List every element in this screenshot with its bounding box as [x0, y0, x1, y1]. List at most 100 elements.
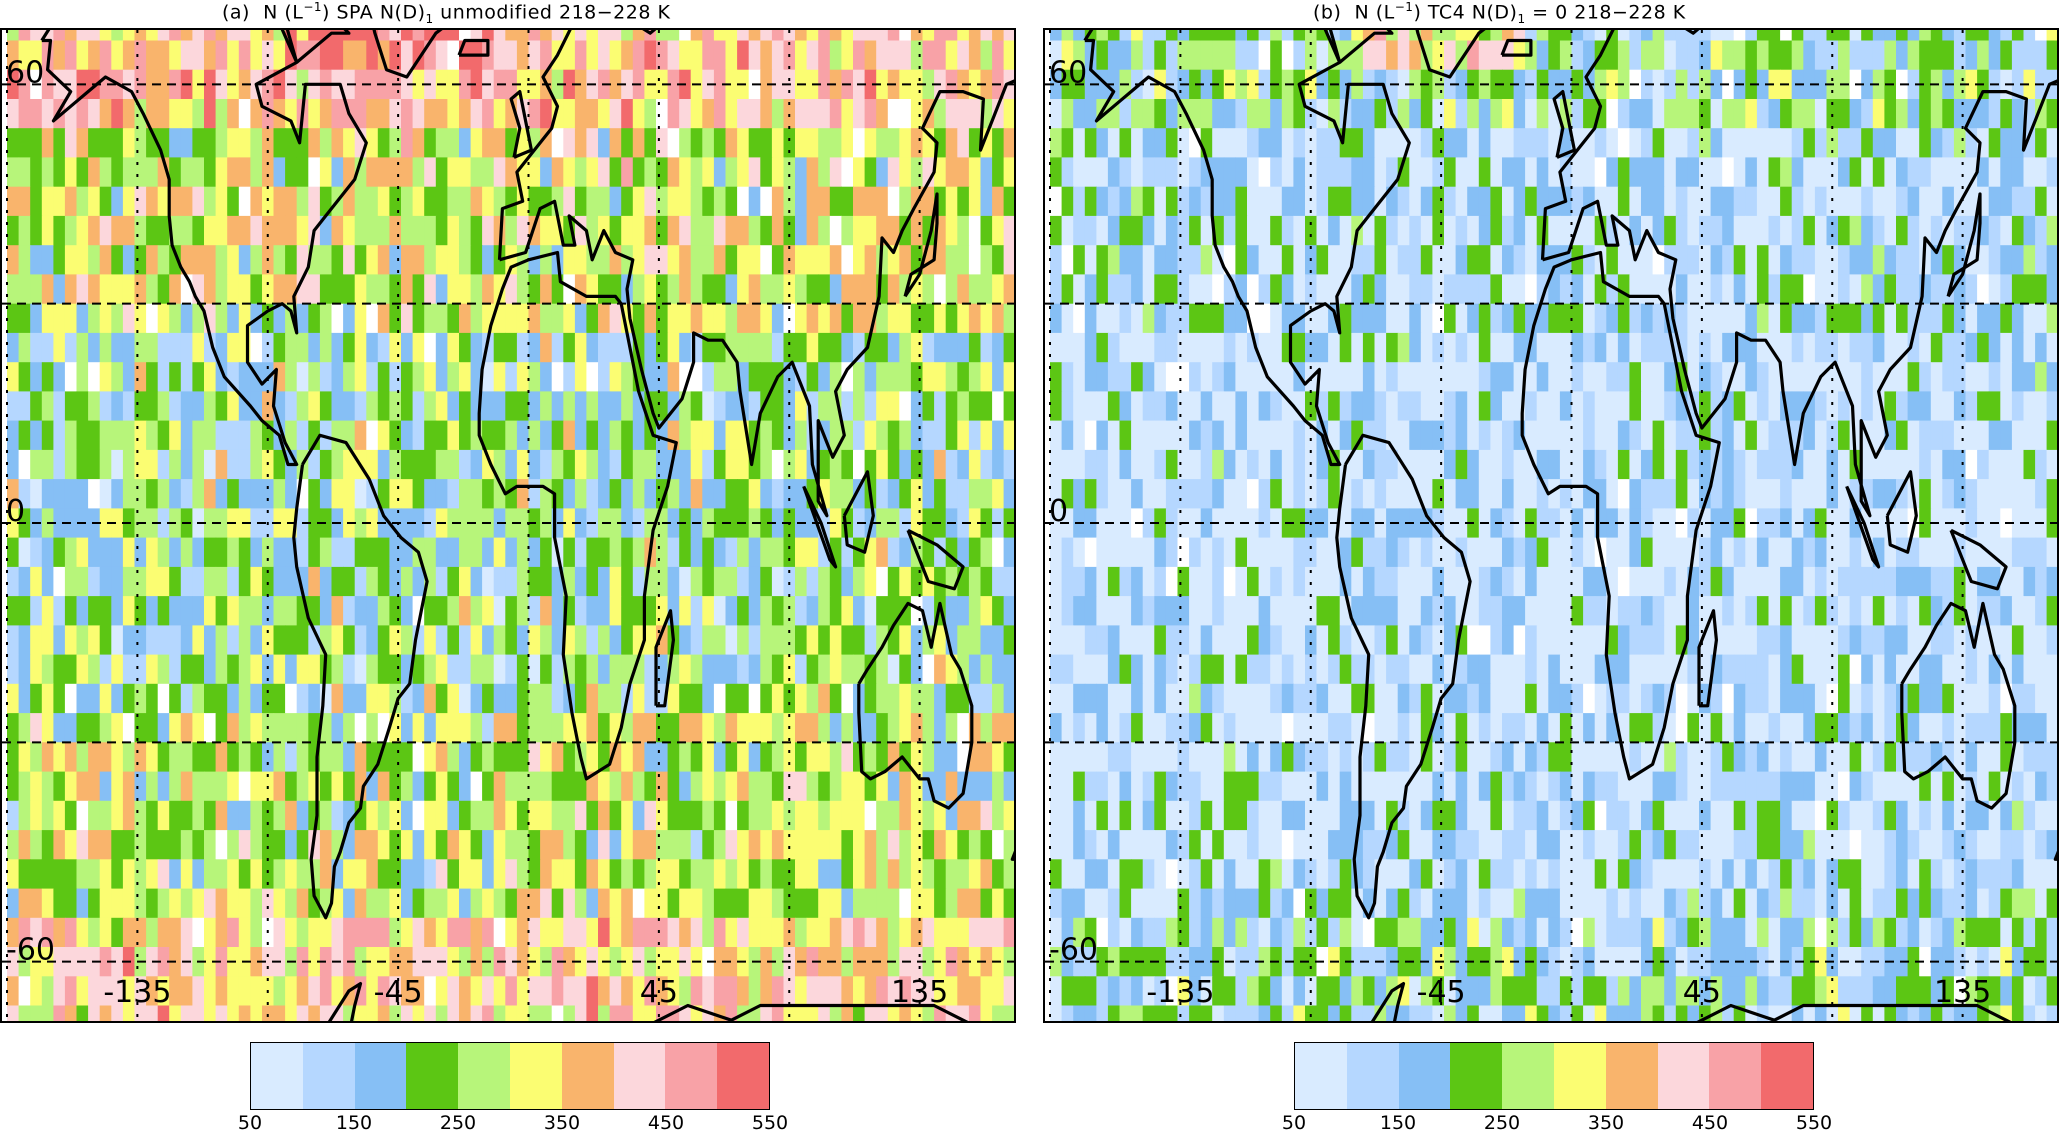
data-cell	[494, 713, 506, 743]
data-cell	[702, 596, 714, 626]
data-cell	[1247, 99, 1259, 129]
data-cell	[633, 859, 645, 889]
data-cell	[795, 157, 807, 187]
data-cell	[923, 918, 935, 948]
data-cell	[1618, 157, 1630, 187]
data-cell	[714, 625, 726, 655]
data-cell	[181, 157, 193, 187]
data-cell	[1769, 157, 1781, 187]
data-cell	[1954, 333, 1966, 363]
data-cell	[529, 421, 541, 451]
data-cell	[737, 245, 749, 275]
data-cell	[726, 830, 738, 860]
data-cell	[923, 479, 935, 509]
data-cell	[1073, 187, 1085, 217]
data-cell	[274, 187, 286, 217]
data-cell	[1769, 41, 1781, 71]
data-cell	[181, 918, 193, 948]
data-cell	[1884, 391, 1896, 421]
data-cell	[1050, 567, 1062, 597]
data-cell	[888, 333, 900, 363]
data-cell	[1919, 187, 1931, 217]
data-cell	[899, 918, 911, 948]
data-cell	[135, 625, 147, 655]
data-cell	[853, 274, 865, 304]
data-cell	[1850, 99, 1862, 129]
data-cell	[471, 304, 483, 334]
data-cell	[679, 304, 691, 334]
data-cell	[123, 157, 135, 187]
data-cell	[1896, 157, 1908, 187]
data-cell	[1595, 450, 1607, 480]
data-cell	[1583, 596, 1595, 626]
data-cell	[702, 713, 714, 743]
data-cell	[505, 655, 517, 685]
data-cell	[726, 30, 738, 41]
data-cell	[111, 918, 123, 948]
data-cell	[297, 859, 309, 889]
data-cell	[946, 655, 958, 685]
data-cell	[1004, 859, 1014, 889]
data-cell	[1166, 362, 1178, 392]
data-cell	[865, 421, 877, 451]
data-cell	[1653, 333, 1665, 363]
data-cell	[1456, 421, 1468, 451]
data-cell	[192, 216, 204, 246]
data-cell	[482, 830, 494, 860]
data-cell	[53, 479, 65, 509]
data-cell	[1572, 41, 1584, 71]
data-cell	[1085, 274, 1097, 304]
data-cell	[123, 450, 135, 480]
data-cell	[888, 538, 900, 568]
data-cell	[123, 274, 135, 304]
data-cell	[1073, 625, 1085, 655]
data-cell	[691, 216, 703, 246]
data-cell	[204, 918, 216, 948]
data-cell	[668, 30, 680, 41]
data-cell	[88, 421, 100, 451]
data-cell	[355, 567, 367, 597]
data-cell	[1235, 245, 1247, 275]
data-cell	[471, 333, 483, 363]
data-cell	[1537, 187, 1549, 217]
data-cell	[702, 538, 714, 568]
data-cell	[818, 157, 830, 187]
data-cell	[19, 333, 31, 363]
data-cell	[517, 859, 529, 889]
data-cell	[169, 830, 181, 860]
data-cell	[505, 30, 517, 41]
data-cell	[633, 421, 645, 451]
data-cell	[1606, 304, 1618, 334]
data-cell	[807, 625, 819, 655]
data-cell	[19, 128, 31, 158]
data-cell	[1247, 157, 1259, 187]
data-cell	[691, 684, 703, 714]
data-cell	[146, 772, 158, 802]
data-cell	[204, 596, 216, 626]
data-cell	[424, 889, 436, 919]
data-cell	[1502, 450, 1514, 480]
data-cell	[1282, 157, 1294, 187]
data-cell	[192, 918, 204, 948]
data-cell	[1444, 362, 1456, 392]
data-cell	[1270, 216, 1282, 246]
data-cell	[946, 333, 958, 363]
data-cell	[1490, 596, 1502, 626]
data-cell	[1201, 479, 1213, 509]
data-cell	[1154, 596, 1166, 626]
data-cell	[30, 625, 42, 655]
data-cell	[1757, 99, 1769, 129]
data-cell	[1143, 99, 1155, 129]
data-cell	[482, 216, 494, 246]
data-cell	[192, 976, 204, 1006]
data-cell	[818, 333, 830, 363]
data-cell	[343, 391, 355, 421]
data-cell	[1328, 245, 1340, 275]
data-cell	[795, 216, 807, 246]
data-cell	[981, 596, 993, 626]
data-cell	[1745, 538, 1757, 568]
data-cell	[702, 859, 714, 889]
data-cell	[88, 187, 100, 217]
data-cell	[2000, 41, 2012, 71]
data-cell	[447, 742, 459, 772]
